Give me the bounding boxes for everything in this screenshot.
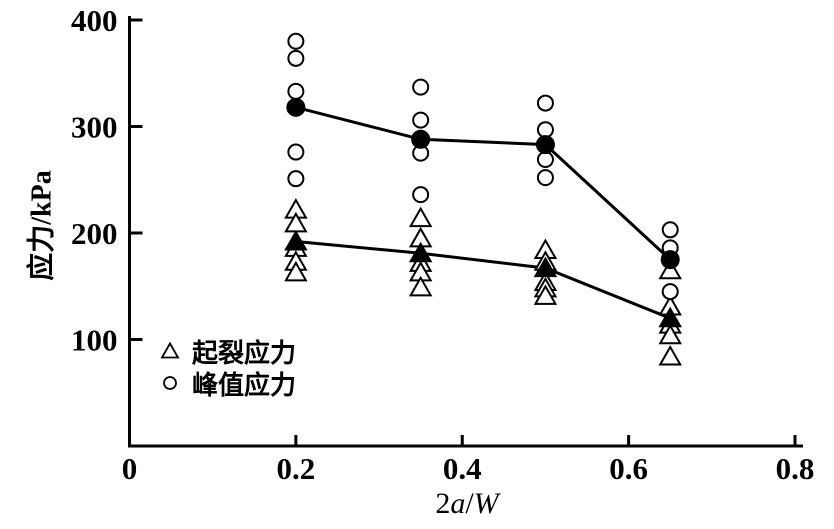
x-axis-title-variable-a: a <box>450 487 466 520</box>
circle-open-marker <box>536 94 554 112</box>
x-axis-title-slash: / <box>465 487 474 520</box>
triangle-open-marker <box>658 258 682 280</box>
circle-open-marker <box>412 78 430 96</box>
y-tick-label: 400 <box>71 3 118 38</box>
triangle-open-marker <box>533 284 558 305</box>
x-tick-label: 0.2 <box>277 451 316 486</box>
circle-open-icon <box>163 376 177 390</box>
legend-item-initiation-stress: 起裂应力 <box>158 336 296 368</box>
circle-filled-marker <box>411 129 431 149</box>
triangle-filled-marker <box>408 241 433 263</box>
x-axis-title-variable-w: W <box>473 487 499 520</box>
triangle-filled-marker <box>533 256 558 278</box>
circle-open-marker <box>412 186 430 204</box>
circle-open-marker <box>536 151 554 169</box>
triangle-mean-line <box>295 240 671 320</box>
x-axis-title: 2a/W <box>387 487 547 521</box>
triangle-filled-marker <box>284 230 308 251</box>
circle-open-marker <box>661 283 679 301</box>
triangle-open-marker <box>408 275 433 297</box>
circle-open-marker <box>536 121 554 139</box>
circle-filled-marker <box>660 250 680 270</box>
circle-open-marker <box>287 49 305 67</box>
x-tick-label: 0.4 <box>443 451 482 486</box>
triangle-open-marker <box>284 260 308 282</box>
x-tick-label: 0.8 <box>776 451 815 486</box>
legend-item-peak-stress: 峰值应力 <box>158 368 296 400</box>
legend-label-peak-stress: 峰值应力 <box>192 370 297 400</box>
x-tick-label: 0.6 <box>609 451 648 486</box>
legend: 起裂应力 峰值应力 <box>158 336 296 400</box>
circle-open-marker <box>287 82 305 100</box>
x-tick-label: 0 <box>122 451 138 486</box>
circle-open-marker <box>661 221 679 239</box>
legend-label-initiation-stress: 起裂应力 <box>192 338 297 368</box>
circle-open-marker <box>412 111 430 129</box>
circle-open-marker <box>287 32 305 50</box>
circle-mean-line <box>295 105 672 261</box>
x-axis-title-coefficient: 2 <box>435 487 451 520</box>
circle-filled-marker <box>535 135 555 155</box>
triangle-open-icon <box>160 341 180 359</box>
triangle-open-marker <box>658 323 682 345</box>
triangle-open-marker <box>658 345 682 366</box>
y-axis-title: 应力/kPa <box>26 170 58 281</box>
axis-spines <box>128 16 803 448</box>
y-tick-label: 100 <box>71 323 118 358</box>
circle-filled-marker <box>286 97 306 117</box>
circle-open-marker <box>287 170 305 188</box>
triangle-filled-marker <box>658 306 682 328</box>
triangle-open-marker <box>408 206 433 228</box>
y-tick-label: 300 <box>71 110 118 145</box>
y-tick-label: 200 <box>71 216 118 251</box>
circle-open-marker <box>287 143 305 161</box>
circle-open-marker <box>536 169 554 187</box>
